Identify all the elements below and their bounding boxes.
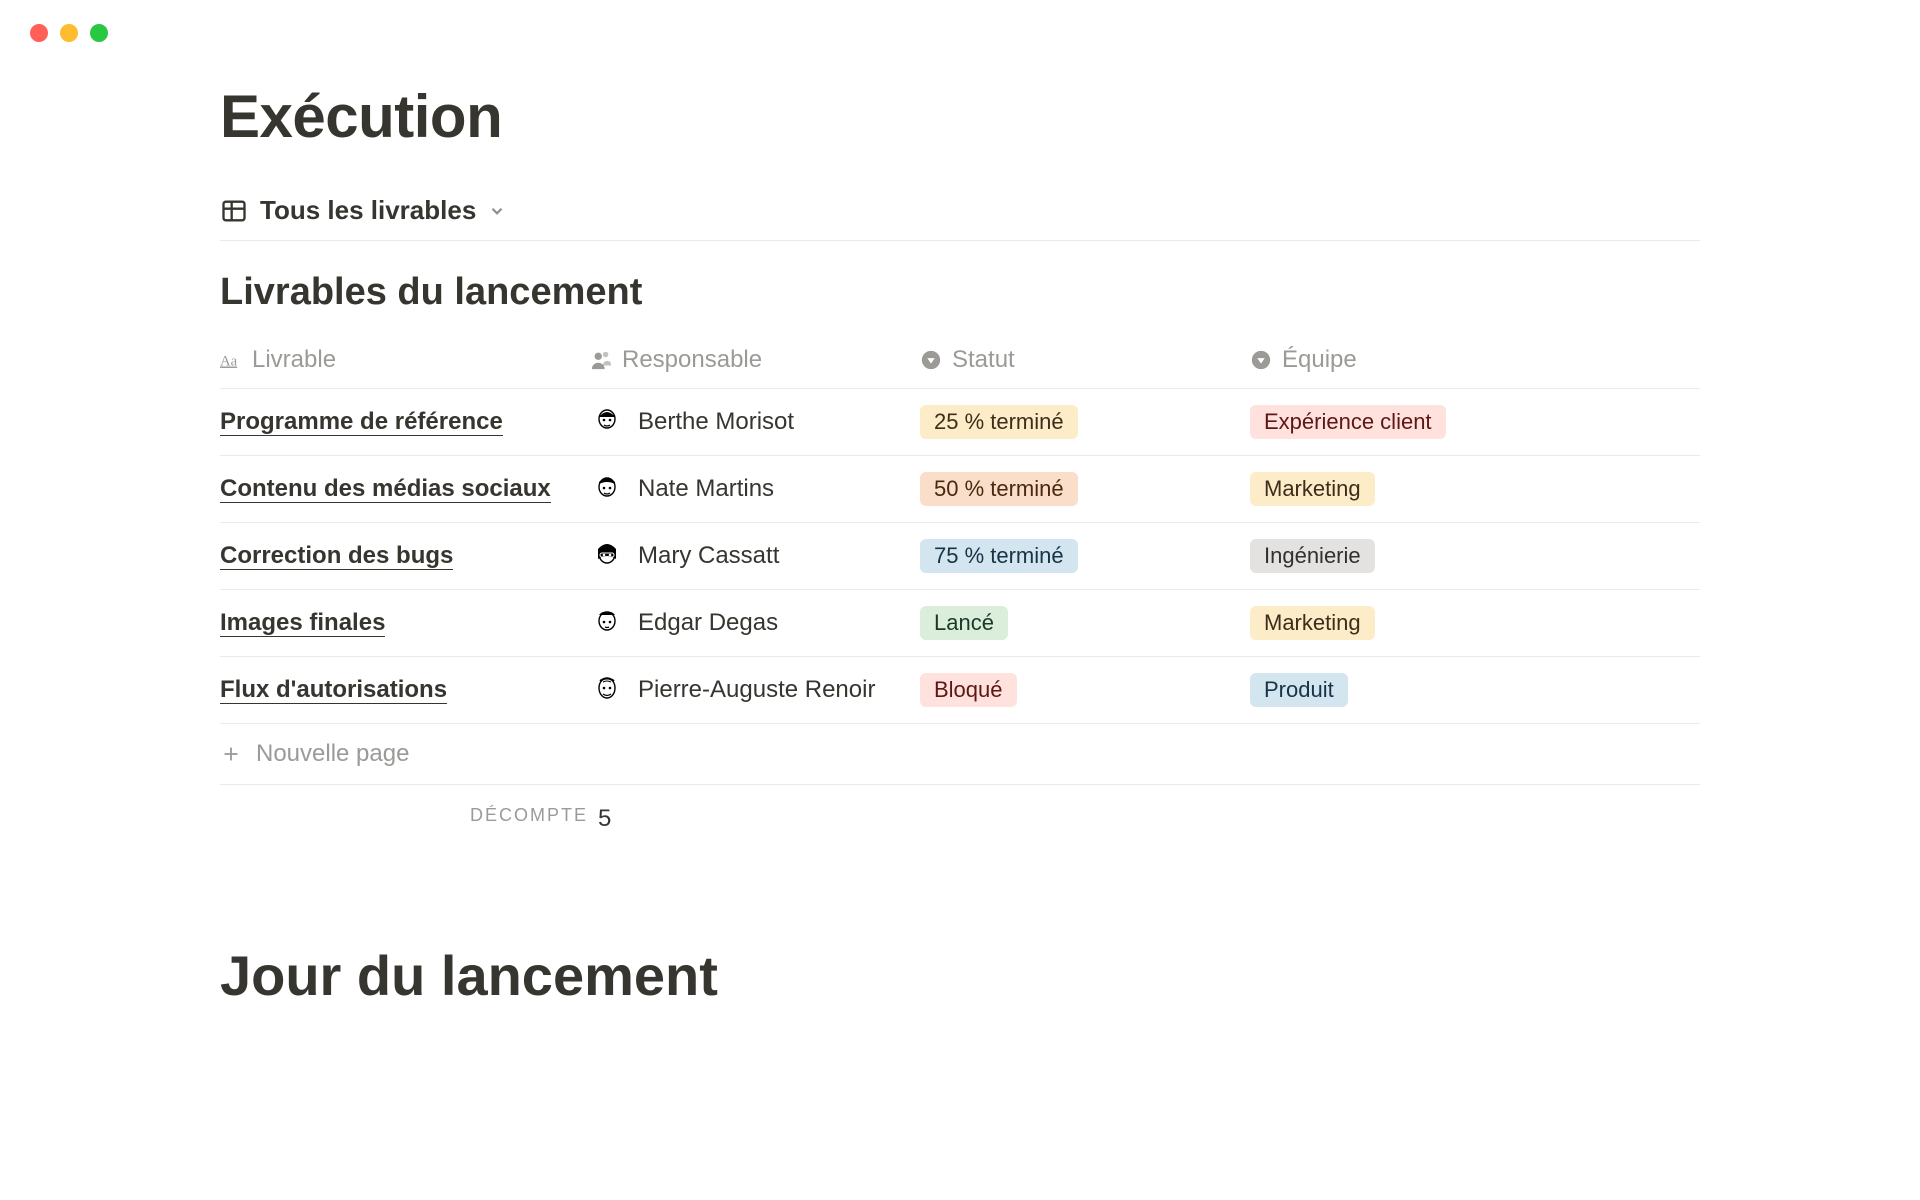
table-row[interactable]: Programme de référence Berthe Morisot 25 %… [220, 389, 1700, 456]
team-tag[interactable]: Produit [1250, 673, 1348, 707]
owner-name: Nate Martins [638, 475, 774, 503]
column-label: Équipe [1282, 346, 1357, 374]
column-header-statut[interactable]: Statut [920, 332, 1250, 389]
avatar [590, 472, 624, 506]
status-tag[interactable]: 25 % terminé [920, 405, 1078, 439]
avatar [590, 539, 624, 573]
window-close-button[interactable] [30, 24, 48, 42]
view-switcher[interactable]: Tous les livrables [220, 195, 1700, 241]
database-title[interactable]: Livrables du lancement [220, 271, 1700, 314]
svg-text:Aa: Aa [220, 354, 238, 370]
row-owner[interactable]: Mary Cassatt [590, 539, 910, 573]
new-page-label: Nouvelle page [256, 740, 409, 768]
deliverables-table: Aa Livrable Responsable Statut [220, 332, 1700, 724]
table-count[interactable]: Décompte 5 [220, 785, 1700, 833]
row-owner[interactable]: Berthe Morisot [590, 405, 910, 439]
avatar [590, 673, 624, 707]
table-row[interactable]: Flux d'autorisations Pierre-Auguste Renoi… [220, 657, 1700, 724]
section-title-launch-day[interactable]: Jour du lancement [220, 943, 1700, 1008]
column-label: Statut [952, 346, 1015, 374]
owner-name: Berthe Morisot [638, 408, 794, 436]
row-title[interactable]: Flux d'autorisations [220, 676, 447, 704]
team-tag[interactable]: Marketing [1250, 472, 1375, 506]
status-tag[interactable]: 75 % terminé [920, 539, 1078, 573]
column-header-equipe[interactable]: Équipe [1250, 332, 1700, 389]
text-property-icon: Aa [220, 349, 242, 371]
owner-name: Pierre-Auguste Renoir [638, 676, 875, 704]
owner-name: Edgar Degas [638, 609, 778, 637]
new-page-row[interactable]: Nouvelle page [220, 724, 1700, 785]
avatar [590, 606, 624, 640]
column-label: Responsable [622, 346, 762, 374]
window-minimize-button[interactable] [60, 24, 78, 42]
count-label: Décompte [470, 805, 588, 833]
table-row[interactable]: Correction des bugs Mary Cassatt 75 % term… [220, 523, 1700, 590]
table-row[interactable]: Contenu des médias sociaux Nate Martins 50… [220, 456, 1700, 523]
column-header-responsable[interactable]: Responsable [590, 332, 920, 389]
table-icon [220, 197, 248, 225]
select-property-icon [920, 349, 942, 371]
row-owner[interactable]: Pierre-Auguste Renoir [590, 673, 910, 707]
person-property-icon [590, 349, 612, 371]
row-owner[interactable]: Nate Martins [590, 472, 910, 506]
page-content: Exécution Tous les livrables Livrables d… [0, 42, 1920, 1008]
table-row[interactable]: Images finales Edgar Degas Lancé Marketing [220, 590, 1700, 657]
status-tag[interactable]: Bloqué [920, 673, 1017, 707]
row-title[interactable]: Contenu des médias sociaux [220, 475, 551, 503]
avatar [590, 405, 624, 439]
app-window: Exécution Tous les livrables Livrables d… [0, 0, 1920, 1200]
select-property-icon [1250, 349, 1272, 371]
row-title[interactable]: Images finales [220, 609, 385, 637]
status-tag[interactable]: Lancé [920, 606, 1008, 640]
count-value: 5 [598, 805, 611, 833]
page-title: Exécution [220, 82, 1700, 151]
team-tag[interactable]: Marketing [1250, 606, 1375, 640]
row-title[interactable]: Correction des bugs [220, 542, 453, 570]
row-owner[interactable]: Edgar Degas [590, 606, 910, 640]
chevron-down-icon [488, 202, 506, 220]
row-title[interactable]: Programme de référence [220, 408, 503, 436]
window-zoom-button[interactable] [90, 24, 108, 42]
plus-icon [220, 743, 242, 765]
team-tag[interactable]: Expérience client [1250, 405, 1446, 439]
view-label: Tous les livrables [260, 195, 476, 226]
window-traffic-lights [0, 0, 1920, 42]
status-tag[interactable]: 50 % terminé [920, 472, 1078, 506]
column-label: Livrable [252, 346, 336, 374]
team-tag[interactable]: Ingénierie [1250, 539, 1375, 573]
column-header-livrable[interactable]: Aa Livrable [220, 332, 590, 389]
owner-name: Mary Cassatt [638, 542, 779, 570]
